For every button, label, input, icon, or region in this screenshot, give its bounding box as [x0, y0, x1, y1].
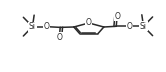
Text: O: O: [127, 22, 133, 31]
Text: O: O: [43, 22, 49, 31]
Text: O: O: [56, 33, 62, 42]
Text: O: O: [114, 12, 120, 21]
Text: Si: Si: [29, 22, 36, 31]
Text: O: O: [86, 19, 92, 28]
Text: Si: Si: [140, 22, 147, 31]
